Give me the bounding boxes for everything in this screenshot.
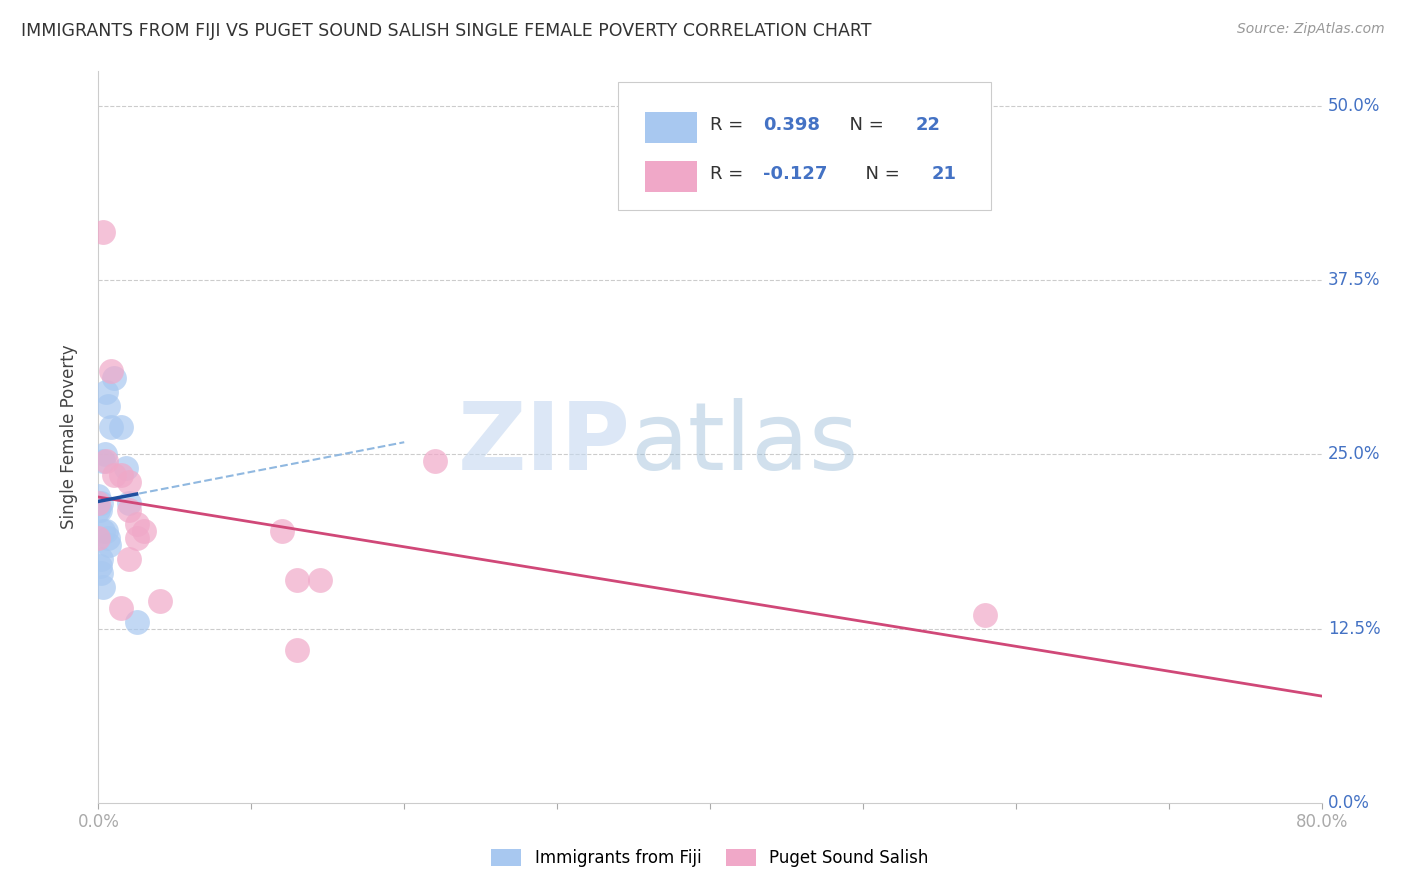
Point	[94, 454, 117, 468]
Point	[125, 615, 148, 629]
Text: atlas: atlas	[630, 399, 859, 491]
Point	[90, 496, 112, 510]
Text: 37.5%: 37.5%	[1327, 271, 1381, 289]
Text: 21: 21	[931, 165, 956, 183]
Point	[103, 371, 125, 385]
Point	[97, 399, 120, 413]
Point	[110, 468, 132, 483]
Text: ZIP: ZIP	[457, 399, 630, 491]
Legend: Immigrants from Fiji, Puget Sound Salish: Immigrants from Fiji, Puget Sound Salish	[485, 842, 935, 873]
Point	[118, 475, 141, 490]
Point	[91, 454, 114, 468]
Point	[94, 524, 117, 538]
Point	[91, 580, 114, 594]
Point	[87, 531, 110, 545]
Point	[93, 448, 115, 462]
Point	[87, 489, 110, 503]
Point	[110, 600, 132, 615]
Point	[309, 573, 332, 587]
Point	[103, 468, 125, 483]
Text: 0.398: 0.398	[762, 116, 820, 134]
Point	[118, 552, 141, 566]
Point	[270, 524, 292, 538]
Y-axis label: Single Female Poverty: Single Female Poverty	[59, 345, 77, 529]
Text: R =: R =	[710, 165, 749, 183]
Point	[97, 531, 120, 545]
Point	[115, 461, 138, 475]
Point	[285, 573, 308, 587]
Point	[87, 496, 110, 510]
Text: R =: R =	[710, 116, 749, 134]
Point	[423, 454, 446, 468]
Point	[110, 419, 132, 434]
FancyBboxPatch shape	[645, 112, 696, 143]
Point	[134, 524, 156, 538]
Point	[98, 538, 121, 552]
Point	[118, 503, 141, 517]
Text: 50.0%: 50.0%	[1327, 97, 1381, 115]
Point	[91, 225, 114, 239]
Point	[125, 517, 148, 532]
Point	[100, 419, 122, 434]
Text: IMMIGRANTS FROM FIJI VS PUGET SOUND SALISH SINGLE FEMALE POVERTY CORRELATION CHA: IMMIGRANTS FROM FIJI VS PUGET SOUND SALI…	[21, 22, 872, 40]
Point	[94, 384, 117, 399]
Text: 12.5%: 12.5%	[1327, 620, 1381, 638]
Text: -0.127: -0.127	[762, 165, 827, 183]
Point	[90, 566, 112, 580]
Text: N =: N =	[855, 165, 905, 183]
Point	[87, 503, 110, 517]
Point	[974, 607, 997, 622]
Point	[118, 496, 141, 510]
Point	[91, 524, 114, 538]
FancyBboxPatch shape	[619, 82, 991, 211]
Point	[125, 531, 148, 545]
Text: 0.0%: 0.0%	[1327, 794, 1369, 812]
Point	[149, 594, 172, 608]
FancyBboxPatch shape	[645, 161, 696, 192]
Point	[89, 558, 111, 573]
Text: 25.0%: 25.0%	[1327, 445, 1381, 464]
Point	[89, 503, 111, 517]
Text: 22: 22	[915, 116, 941, 134]
Point	[285, 642, 308, 657]
Point	[100, 364, 122, 378]
Text: Source: ZipAtlas.com: Source: ZipAtlas.com	[1237, 22, 1385, 37]
Text: N =: N =	[838, 116, 890, 134]
Point	[90, 552, 112, 566]
